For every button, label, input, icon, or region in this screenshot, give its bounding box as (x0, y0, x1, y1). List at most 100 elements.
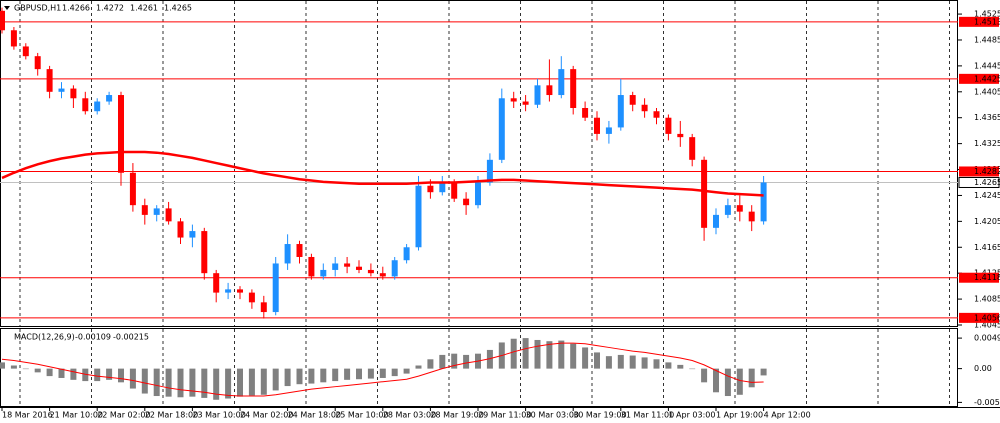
macd-bar (118, 368, 124, 383)
macd-bar (677, 364, 684, 369)
x-tick-label: 23 Mar 10:00 (192, 411, 245, 420)
macd-bar (320, 368, 327, 383)
macd-bar (582, 347, 589, 369)
menu-arrow[interactable] (4, 6, 10, 10)
x-tick-label: 4 Apr 12:00 (764, 411, 811, 420)
candle-body (475, 182, 481, 206)
candle-body (546, 85, 553, 96)
y-tick-label: 1.4325 (974, 139, 1000, 148)
macd-bar (736, 368, 743, 395)
macd-bar (570, 343, 577, 369)
macd-bar (713, 368, 719, 393)
candle-body (748, 211, 755, 222)
candle-body (70, 88, 77, 99)
y-tick-label: 1.4405 (974, 87, 1000, 96)
level-label: 1.4425 (974, 74, 1000, 83)
macd-bar (177, 368, 184, 398)
macd-bar (724, 368, 731, 397)
candle-body (391, 260, 398, 277)
candle-body (689, 137, 696, 160)
candle-body (201, 231, 208, 274)
candle-body (653, 111, 660, 118)
y-tick-label: 1.4485 (974, 35, 1000, 44)
candle-body (0, 10, 5, 31)
macd-title: MACD(12,26,9) (14, 333, 75, 342)
candle-body (94, 101, 101, 112)
x-tick-label: 1 Apr 19:00 (716, 411, 763, 420)
macd-bar (558, 340, 565, 369)
y-tick-label: 0.0049 (974, 334, 1000, 343)
macd-bar (605, 356, 612, 369)
candle-body (498, 98, 505, 160)
x-tick-label: 28 Mar 19:00 (430, 411, 483, 420)
last-price-box (958, 176, 1000, 188)
macd-bar (153, 368, 160, 397)
candle-body (177, 221, 184, 238)
macd-signal (1, 342, 764, 397)
y-tick-label: 1.4085 (974, 295, 1000, 304)
candle-body (82, 98, 89, 112)
candle-body (332, 263, 339, 270)
macd-bar (427, 359, 434, 369)
macd-bar (701, 368, 708, 383)
macd-bar (296, 368, 303, 385)
macd-bar (189, 368, 196, 397)
candle-body (272, 263, 279, 313)
y-tick-label: 1.4205 (974, 217, 1000, 226)
candle-body (10, 30, 17, 47)
symbol: GBPUSD,H1 (14, 4, 61, 13)
macd-bar (665, 362, 672, 369)
macd-bar (141, 368, 148, 394)
candle-body (701, 159, 708, 228)
macd-bar (486, 349, 493, 369)
candle-body (308, 256, 315, 277)
macd-bar (248, 368, 255, 396)
header-value: 1.4272 (96, 4, 124, 13)
candle-body (570, 69, 577, 108)
candle-body (284, 244, 291, 264)
candle-body (34, 56, 41, 70)
candle-body (320, 269, 327, 277)
macd-bar (379, 368, 386, 378)
level-box (959, 16, 999, 27)
candle-body (641, 104, 648, 112)
macd-bar (415, 365, 422, 369)
candle-body (677, 133, 684, 138)
y-tick-label: 1.4365 (974, 113, 1000, 122)
macd-bar (201, 368, 208, 398)
macd-bar (70, 368, 77, 380)
macd-bar (58, 368, 65, 378)
x-tick-label: 29 Mar 11:00 (478, 411, 531, 420)
level-label: 1.4513 (974, 17, 1000, 26)
macd-bar (225, 368, 232, 399)
level-label: 1.4118 (974, 273, 1000, 282)
candle-body (344, 263, 351, 267)
candle-body (46, 69, 53, 92)
candle-body (118, 95, 124, 173)
y-tick-label: 1.4245 (974, 191, 1000, 200)
moving-average (1, 150, 764, 197)
header-value: 1.4266 (62, 4, 90, 13)
candle-body (451, 182, 458, 199)
candle-body (153, 208, 160, 215)
candle-body (260, 302, 267, 313)
macd-bar (748, 368, 755, 388)
macd-bar (344, 368, 351, 380)
candle-body (189, 231, 196, 238)
price-panel (0, 0, 958, 327)
macd-bar (237, 368, 243, 397)
macd-bar (332, 368, 339, 382)
x-tick-label: 30 Mar 03:00 (526, 411, 579, 420)
macd-bar (308, 368, 315, 384)
candle-body (58, 88, 65, 92)
level-box (959, 312, 999, 323)
macd-bar (534, 339, 541, 369)
candle-body (486, 159, 493, 183)
candle-body (22, 46, 29, 57)
x-tick-label: 24 Mar 18:00 (288, 411, 341, 420)
macd-bar (629, 355, 636, 369)
candle-body (379, 273, 386, 277)
level-box (959, 272, 999, 283)
macd-bar (82, 368, 89, 382)
candle-body (510, 98, 517, 102)
